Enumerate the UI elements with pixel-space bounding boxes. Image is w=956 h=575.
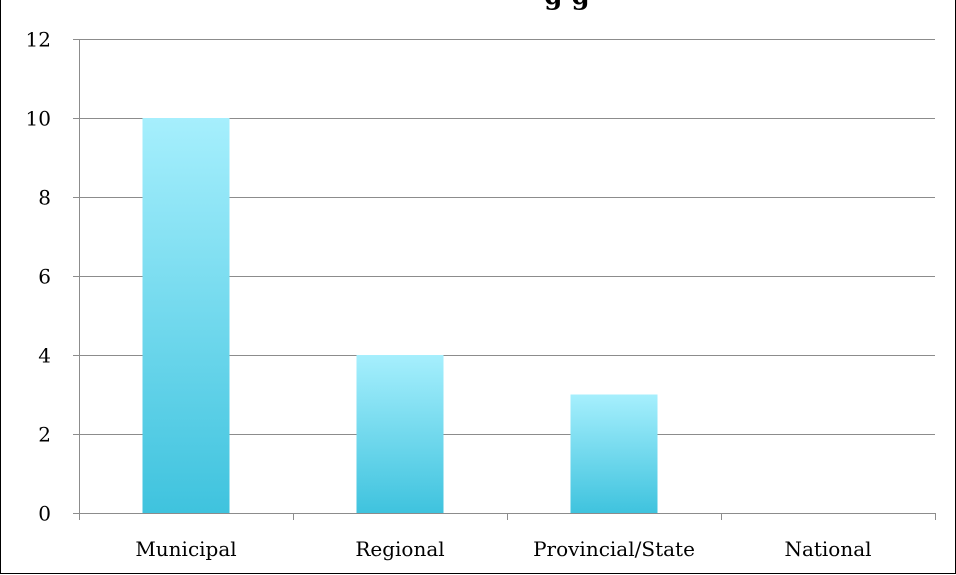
y-tick-label: 8 <box>38 186 51 210</box>
x-category-label: National <box>784 537 871 561</box>
chart-title-fragment: g g <box>544 0 589 11</box>
bars <box>142 118 658 513</box>
x-category-label: Regional <box>355 537 444 561</box>
bar-provincial-state <box>570 394 658 513</box>
y-tick-label: 0 <box>38 502 51 526</box>
y-tick-label: 4 <box>38 344 51 368</box>
labels: 0 2 4 6 8 10 12 Municipal Regional Provincial/Sta… <box>26 0 872 561</box>
x-category-label: Municipal <box>135 537 236 561</box>
axes <box>73 39 936 520</box>
bar-municipal <box>142 118 230 513</box>
bar-regional <box>356 355 444 513</box>
y-tick-label: 6 <box>38 265 51 289</box>
y-tick-label: 10 <box>26 107 51 131</box>
x-category-label: Provincial/State <box>533 537 695 561</box>
y-tick-label: 2 <box>38 423 51 447</box>
y-tick-label: 12 <box>26 28 51 52</box>
